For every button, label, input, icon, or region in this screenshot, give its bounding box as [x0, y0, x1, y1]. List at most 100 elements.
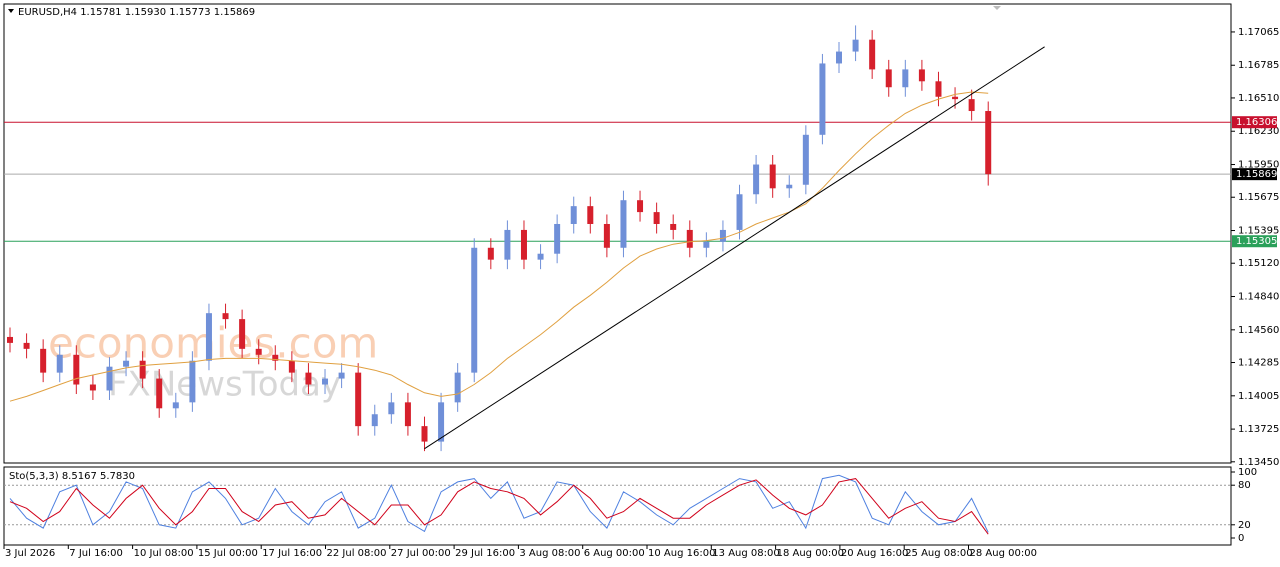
y-tick-label: 1.13725: [1238, 424, 1279, 435]
x-tick-label: 29 Jul 16:00: [455, 548, 515, 559]
x-tick-label: 18 Aug 00:00: [777, 548, 844, 559]
candle-body: [869, 39, 876, 70]
x-tick-label: 7 Jul 16:00: [69, 548, 123, 559]
watermark: FXNewsToday: [108, 365, 341, 405]
stochastic-line: [9, 478, 989, 535]
y-tick-label: 1.15395: [1238, 226, 1279, 237]
candle-body: [438, 402, 445, 442]
x-tick-label: 20 Aug 16:00: [841, 548, 908, 559]
candle-body: [985, 111, 992, 175]
candle-body: [487, 247, 494, 260]
y-tick-label: 1.17065: [1238, 27, 1279, 38]
y-tick-label: 0: [1238, 533, 1244, 544]
y-tick-label: 1.15675: [1238, 192, 1279, 203]
candle-body: [520, 229, 527, 260]
candle-body: [288, 360, 295, 373]
moving-average: [9, 91, 989, 402]
candle-body: [935, 81, 942, 97]
candle-body: [40, 348, 47, 373]
chart-header: EURUSD,H4 1.15781 1.15930 1.15773 1.1586…: [18, 7, 255, 18]
x-tick-label: 28 Aug 00:00: [970, 548, 1037, 559]
candle-body: [56, 354, 63, 373]
x-tick-label: 27 Jul 00:00: [391, 548, 451, 559]
candle-body: [703, 241, 710, 248]
candle-body: [653, 212, 660, 224]
candle-body: [968, 99, 975, 112]
candle-body: [156, 378, 163, 409]
x-tick-label: 6 Aug 00:00: [584, 548, 645, 559]
candle-body: [587, 206, 594, 224]
y-tick-label: 100: [1238, 467, 1257, 478]
y-tick-label: 1.13450: [1238, 457, 1279, 468]
menu-icon[interactable]: [8, 9, 14, 13]
candle-body: [338, 372, 345, 379]
shift-marker: [993, 6, 1001, 10]
price-level-box: [1232, 235, 1277, 248]
y-tick-label: 20: [1238, 520, 1251, 531]
x-tick-label: 15 Jul 00:00: [198, 548, 258, 559]
candle-body: [89, 384, 96, 391]
candle-body: [388, 402, 395, 415]
candle-body: [139, 360, 146, 379]
candle-body: [753, 164, 760, 195]
price-level-box: [1232, 168, 1277, 181]
y-tick-label: 1.14005: [1238, 391, 1279, 402]
candle-body: [504, 229, 511, 260]
x-tick-label: 10 Jul 08:00: [134, 548, 194, 559]
candle-body: [421, 426, 428, 442]
candle-body: [637, 200, 644, 213]
candle-body: [836, 51, 842, 64]
y-tick-label: 1.16230: [1238, 126, 1279, 137]
candle-body: [255, 348, 262, 355]
y-tick-label: 1.14560: [1238, 325, 1279, 336]
price-level-label: 1.15305: [1236, 236, 1277, 247]
candle-body: [852, 39, 859, 52]
candle-body: [885, 69, 892, 88]
candle-body: [537, 253, 544, 260]
y-tick-label: 1.14840: [1238, 292, 1279, 303]
watermark: economies.com: [48, 319, 378, 368]
candle-body: [123, 360, 130, 367]
candle-body: [786, 184, 793, 189]
candle-body: [471, 247, 478, 373]
candle-body: [570, 206, 577, 224]
candle-body: [73, 354, 80, 385]
candle-body: [736, 194, 743, 230]
candle-body: [819, 63, 826, 135]
candle-body: [404, 402, 411, 427]
candle-body: [686, 229, 693, 248]
x-tick-label: 13 Aug 08:00: [712, 548, 779, 559]
trendline: [424, 46, 1045, 450]
candle-body: [603, 223, 610, 248]
main-panel: [3, 3, 1232, 464]
candle-body: [902, 69, 909, 88]
y-tick-label: 1.15950: [1238, 160, 1279, 171]
x-tick-label: 17 Jul 16:00: [262, 548, 322, 559]
candle-body: [305, 372, 312, 385]
candle-body: [918, 69, 925, 82]
x-tick-label: 3 Aug 08:00: [519, 548, 580, 559]
candle-body: [205, 313, 212, 361]
candle-body: [322, 378, 329, 385]
x-tick-label: 22 Jul 08:00: [327, 548, 387, 559]
x-tick-label: 25 Aug 08:00: [905, 548, 972, 559]
candle-body: [554, 223, 561, 254]
candle-body: [670, 223, 677, 230]
candle-body: [239, 319, 246, 349]
candle-body: [719, 229, 726, 242]
candle-body: [189, 360, 196, 403]
candle-body: [355, 372, 362, 427]
candle-body: [620, 200, 627, 248]
y-tick-label: 1.16510: [1238, 93, 1279, 104]
candle-body: [272, 354, 279, 361]
price-level-label: 1.15869: [1236, 169, 1277, 180]
candle-body: [769, 164, 776, 189]
candle-body: [222, 313, 229, 320]
x-tick-label: 10 Aug 16:00: [648, 548, 715, 559]
y-tick-label: 1.14285: [1238, 358, 1279, 369]
candle-body: [172, 402, 179, 409]
y-tick-label: 1.16785: [1238, 60, 1279, 71]
candle-body: [7, 336, 13, 343]
